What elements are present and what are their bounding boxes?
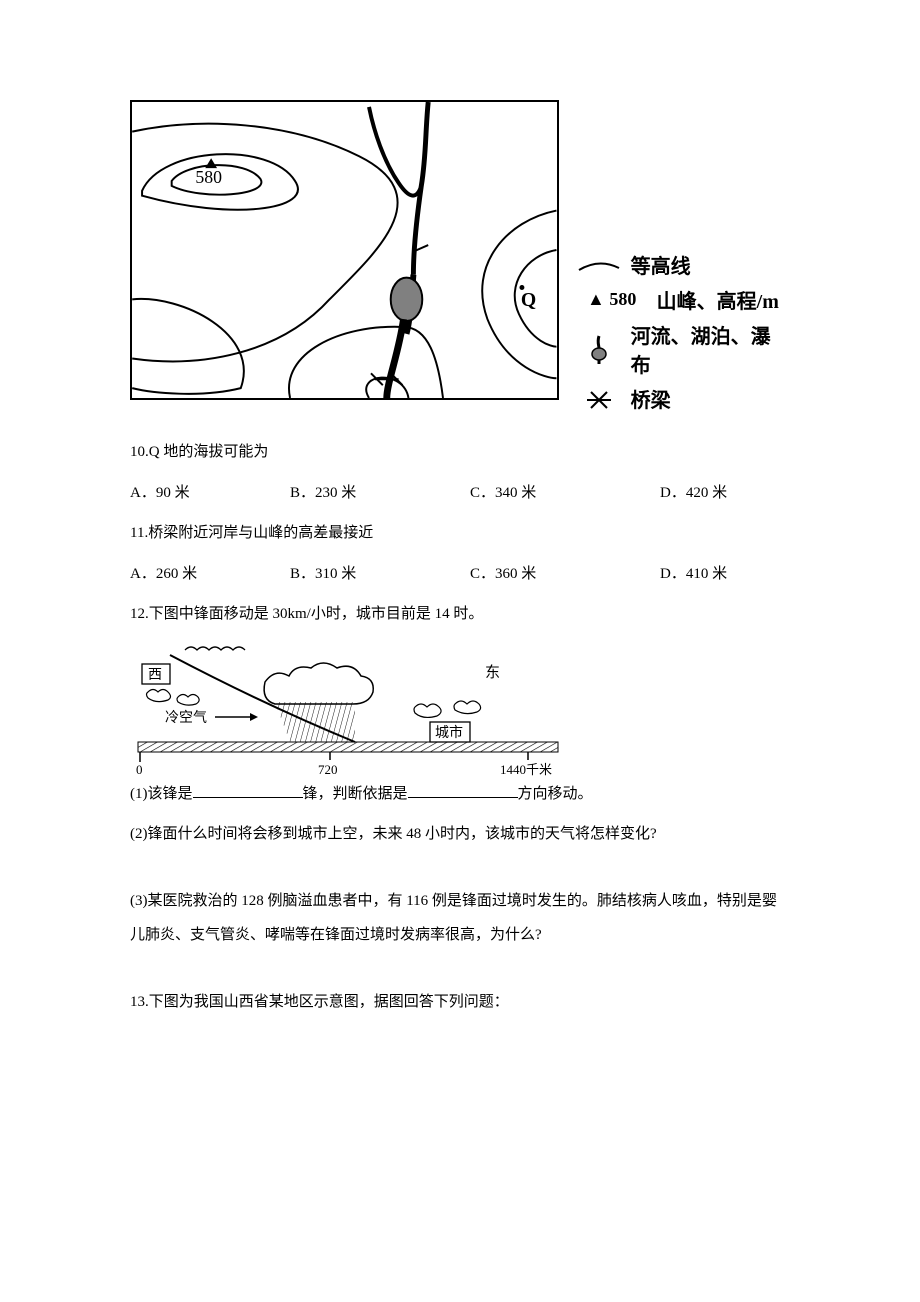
- peak-icon: ▲ 580: [577, 289, 647, 311]
- legend-row-bridge: 桥梁: [577, 384, 790, 413]
- q10-opt-b: B．230 米: [290, 476, 470, 511]
- q11-opt-d: D．410 米: [660, 557, 790, 592]
- topo-figure-row: 580 Q: [130, 100, 790, 419]
- q12-stem: 12.下图中锋面移动是 30km/小时，城市目前是 14 时。: [130, 597, 790, 632]
- legend-row-contour: 等高线: [577, 250, 790, 279]
- west-label: 西: [148, 668, 162, 683]
- q12-sub1: (1)该锋是 锋，判断依据是 方向移动。: [130, 777, 790, 812]
- q10-stem: 10.Q 地的海拔可能为: [130, 435, 790, 470]
- blank-2: [408, 783, 518, 798]
- front-figure: 0 720 1440千米 西 冷空气 东: [130, 642, 570, 767]
- q12-sub3: (3)某医院救治的 128 例脑溢血患者中，有 116 例是锋面过境时发生的。肺…: [130, 884, 790, 953]
- tick-1440: 1440千米: [500, 762, 552, 777]
- q10-opt-a: A．90 米: [130, 476, 290, 511]
- q13-stem: 13.下图为我国山西省某地区示意图，据图回答下列问题：: [130, 985, 790, 1020]
- city-label: 城市: [435, 724, 463, 741]
- topo-figure: 580 Q: [130, 100, 790, 419]
- topo-map-svg: 580 Q: [132, 102, 557, 398]
- q12-sub1-mid: 锋，判断依据是: [303, 786, 408, 802]
- q11-opt-b: B．310 米: [290, 557, 470, 592]
- peak-label: 580: [195, 167, 222, 187]
- page: 580 Q: [0, 0, 920, 1085]
- east-label: 东: [485, 664, 500, 681]
- front-figure-svg: 0 720 1440千米 西 冷空气 东: [130, 642, 570, 782]
- tick-0: 0: [136, 762, 143, 777]
- gap: [130, 959, 790, 979]
- q10-opt-c: C．340 米: [470, 476, 660, 511]
- tick-720: 720: [318, 762, 338, 777]
- q12-sub1-post: 方向移动。: [518, 786, 593, 802]
- q10-options: A．90 米 B．230 米 C．340 米 D．420 米: [130, 476, 790, 511]
- contour-icon: [577, 254, 621, 276]
- legend-label: 桥梁: [631, 384, 671, 413]
- topo-map: 580 Q: [130, 100, 559, 400]
- bridge-icon: [577, 388, 621, 410]
- q11-opt-a: A．260 米: [130, 557, 290, 592]
- q11-stem: 11.桥梁附近河岸与山峰的高差最接近: [130, 516, 790, 551]
- legend-label: 山峰、高程/m: [657, 285, 779, 314]
- legend-label: 等高线: [631, 250, 691, 279]
- q12-sub1-pre: (1)该锋是: [130, 786, 193, 802]
- q12-sub2: (2)锋面什么时间将会移到城市上空，未来 48 小时内，该城市的天气将怎样变化?: [130, 817, 790, 852]
- cold-air-label: 冷空气: [165, 710, 207, 726]
- legend: 等高线 ▲ 580 山峰、高程/m 河流、湖泊、瀑布: [577, 250, 790, 419]
- q10-opt-d: D．420 米: [660, 476, 790, 511]
- blank-1: [193, 783, 303, 798]
- legend-row-peak: ▲ 580 山峰、高程/m: [577, 285, 790, 314]
- water-icon: [577, 338, 621, 360]
- q-label: Q: [521, 289, 536, 311]
- gap: [130, 858, 790, 878]
- q11-opt-c: C．360 米: [470, 557, 660, 592]
- legend-row-water: 河流、湖泊、瀑布: [577, 320, 790, 378]
- q11-options: A．260 米 B．310 米 C．360 米 D．410 米: [130, 557, 790, 592]
- legend-label: 河流、湖泊、瀑布: [631, 320, 790, 378]
